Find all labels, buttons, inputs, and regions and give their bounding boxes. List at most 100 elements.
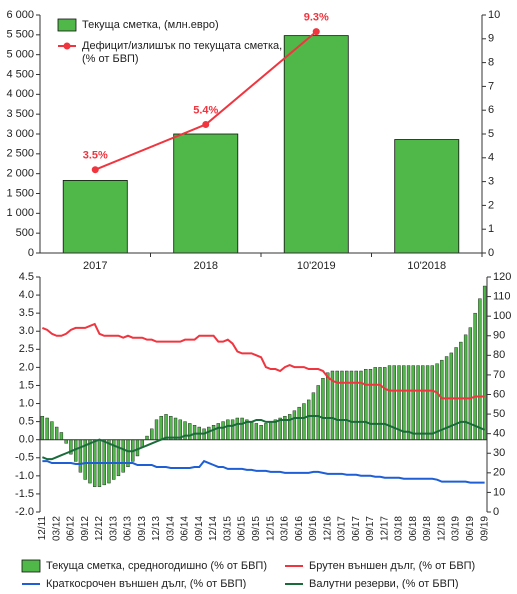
bar <box>159 415 163 440</box>
bar <box>254 423 259 440</box>
bar <box>50 421 54 440</box>
y2-tick-label: 10 <box>493 486 505 498</box>
bar <box>387 365 392 440</box>
x-tick-label: 12/13 <box>151 516 162 541</box>
bar <box>354 370 358 440</box>
y-tick-label: 2.5 <box>19 343 34 355</box>
bar <box>140 439 144 448</box>
y2-tick-label: 5 <box>488 128 494 140</box>
bar <box>307 399 311 440</box>
y-tick-label: 4.0 <box>19 289 34 301</box>
y2-tick-label: 0 <box>493 506 499 518</box>
y-tick-label: 1 000 <box>6 207 34 219</box>
bar <box>416 365 420 440</box>
y-tick-label: 5 500 <box>6 29 34 41</box>
y2-tick-label: 20 <box>493 467 505 479</box>
bar <box>430 365 434 440</box>
y-tick-label: 5 000 <box>6 49 34 61</box>
bar <box>40 415 45 440</box>
y-tick-label: 4 500 <box>6 68 34 80</box>
y-tick-label: 2.0 <box>19 361 34 373</box>
x-tick-label: 06/16 <box>294 516 305 541</box>
bar <box>482 285 487 440</box>
bar <box>116 439 121 477</box>
x-tick-label: 2018 <box>194 260 218 272</box>
x-tick-label: 09/15 <box>251 516 262 541</box>
bar <box>463 334 468 440</box>
bar <box>173 133 239 254</box>
y2-tick-label: 3 <box>488 176 494 188</box>
y-tick-label: 3 500 <box>6 108 34 120</box>
y-tick-label: 4 000 <box>6 88 34 100</box>
bar <box>88 439 92 484</box>
legend-label: Текуща сметка, средногодишно (% от БВП) <box>46 560 267 572</box>
x-tick-label: 03/16 <box>280 516 291 541</box>
bar <box>78 439 83 473</box>
y2-tick-label: 6 <box>488 104 494 116</box>
x-tick-label: 09/19 <box>479 516 490 541</box>
y-tick-label: 500 <box>16 227 34 239</box>
y-tick-label: 0.0 <box>19 434 34 446</box>
y2-tick-label: 60 <box>493 388 505 400</box>
x-tick-label: 06/15 <box>237 516 248 541</box>
bar <box>207 426 211 440</box>
bar <box>173 417 178 440</box>
bar <box>373 367 377 440</box>
line-point <box>312 28 320 36</box>
y-tick-label: 2 000 <box>6 168 34 180</box>
x-tick-label: 12/18 <box>436 516 447 541</box>
y-tick-label: 3.0 <box>19 325 34 337</box>
bar <box>292 410 297 440</box>
bar <box>345 370 349 440</box>
bar <box>364 368 368 440</box>
x-tick-label: 09/17 <box>365 516 376 541</box>
bar <box>54 426 59 440</box>
y2-tick-label: 7 <box>488 80 494 92</box>
bar <box>406 365 411 440</box>
bar <box>169 415 173 440</box>
bar <box>154 419 159 440</box>
x-tick-label: 06/17 <box>351 516 362 541</box>
bar <box>340 370 344 440</box>
y2-tick-label: 0 <box>488 247 494 259</box>
x-tick-label: 12/16 <box>322 516 333 541</box>
y2-tick-label: 90 <box>493 330 505 342</box>
x-tick-label: 06/13 <box>123 516 134 541</box>
line-point <box>91 166 99 174</box>
x-tick-label: 06/12 <box>66 516 77 541</box>
x-tick-label: 09/13 <box>137 516 148 541</box>
bar <box>394 139 460 254</box>
bar <box>425 365 430 440</box>
x-tick-label: 09/16 <box>308 516 319 541</box>
bar <box>459 341 463 440</box>
bar <box>473 312 477 440</box>
bar <box>378 367 382 440</box>
bar <box>249 421 254 440</box>
bar <box>64 439 68 444</box>
x-tick-label: 03/15 <box>222 516 233 541</box>
y2-tick-label: 50 <box>493 408 505 420</box>
bar <box>287 414 292 440</box>
y-tick-label: -1.0 <box>15 470 34 482</box>
line <box>41 415 486 461</box>
y-tick-label: 0.5 <box>19 416 34 428</box>
bar <box>107 439 111 484</box>
line <box>42 459 485 484</box>
bar <box>59 432 64 440</box>
bar <box>402 365 406 440</box>
bar <box>221 421 225 440</box>
x-tick-label: 03/17 <box>337 516 348 541</box>
x-tick-label: 2017 <box>83 260 107 272</box>
y-tick-label: 3 000 <box>6 128 34 140</box>
y2-tick-label: 100 <box>493 310 511 322</box>
legend-label: Краткосрочен външен дълг, (% от БВП) <box>46 578 246 589</box>
bar <box>145 435 149 440</box>
legend-swatch <box>57 18 77 32</box>
bar <box>240 417 244 440</box>
y-tick-label: -1.5 <box>15 488 34 500</box>
bar <box>454 347 458 440</box>
y2-tick-label: 2 <box>488 199 494 211</box>
bar <box>359 370 363 440</box>
x-tick-label: 09/14 <box>194 516 205 541</box>
x-tick-label: 03/18 <box>394 516 405 541</box>
